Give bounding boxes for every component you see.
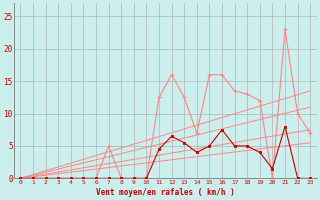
X-axis label: Vent moyen/en rafales ( km/h ): Vent moyen/en rafales ( km/h ) xyxy=(96,188,235,197)
